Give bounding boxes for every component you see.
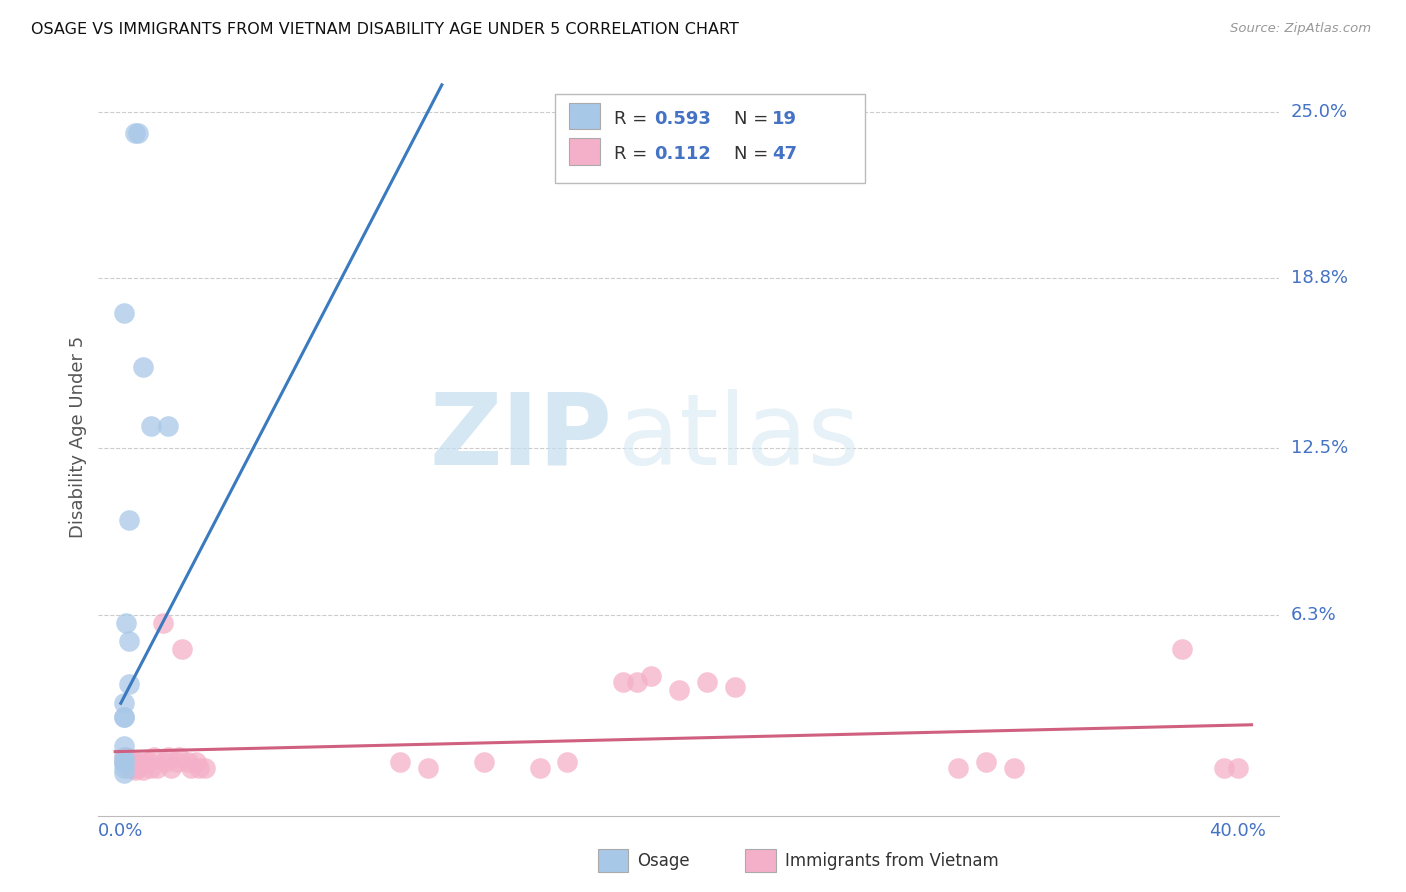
Point [141, 419, 163, 434]
Text: R =: R = [614, 145, 659, 163]
Point [118, 761, 141, 775]
Point [612, 674, 634, 689]
Point [141, 761, 163, 775]
Point [112, 750, 135, 764]
Point [129, 756, 152, 770]
Point [1170, 642, 1192, 657]
Point [668, 682, 690, 697]
Point [172, 642, 194, 657]
Point [124, 126, 146, 140]
Text: R =: R = [614, 110, 654, 128]
Point [557, 756, 579, 770]
Point [157, 419, 180, 434]
Point [472, 756, 495, 770]
Text: N =: N = [734, 145, 773, 163]
Point [112, 696, 135, 710]
Text: 47: 47 [772, 145, 797, 163]
Point [143, 750, 166, 764]
Point [1212, 761, 1234, 775]
Text: ZIP: ZIP [429, 389, 612, 485]
Y-axis label: Disability Age Under 5: Disability Age Under 5 [69, 336, 87, 538]
Point [112, 709, 135, 723]
Point [121, 756, 143, 770]
Point [112, 756, 135, 770]
Point [166, 756, 188, 770]
Point [169, 750, 191, 764]
Point [127, 126, 149, 140]
Point [112, 761, 135, 775]
Point [724, 680, 747, 694]
Point [112, 750, 135, 764]
Point [529, 761, 551, 775]
Point [1002, 761, 1025, 775]
Point [155, 756, 177, 770]
Point [696, 674, 718, 689]
Point [948, 761, 970, 775]
Text: 40.0%: 40.0% [1209, 822, 1265, 839]
Point [1226, 761, 1249, 775]
Point [121, 761, 143, 775]
Point [152, 615, 174, 630]
Text: 19: 19 [772, 110, 797, 128]
Text: 0.0%: 0.0% [98, 822, 143, 839]
Point [135, 756, 157, 770]
Point [186, 756, 208, 770]
Point [127, 761, 149, 775]
Point [138, 756, 160, 770]
Point [115, 615, 138, 630]
Point [112, 756, 135, 770]
Point [112, 739, 135, 754]
Point [146, 761, 169, 775]
Point [118, 634, 141, 648]
Point [974, 756, 997, 770]
Point [124, 756, 146, 770]
Point [132, 360, 155, 375]
Text: atlas: atlas [619, 389, 859, 485]
Point [177, 756, 200, 770]
Point [112, 709, 135, 723]
Point [118, 677, 141, 691]
Text: 0.593: 0.593 [654, 110, 710, 128]
Point [118, 513, 141, 527]
Text: 18.8%: 18.8% [1291, 269, 1347, 287]
Text: Osage: Osage [637, 852, 689, 870]
Point [124, 764, 146, 778]
Point [112, 766, 135, 780]
Text: 0.112: 0.112 [654, 145, 710, 163]
Point [157, 750, 180, 764]
Text: Source: ZipAtlas.com: Source: ZipAtlas.com [1230, 22, 1371, 36]
Point [115, 750, 138, 764]
Text: N =: N = [734, 110, 773, 128]
Point [388, 756, 411, 770]
Point [132, 764, 155, 778]
Text: 12.5%: 12.5% [1291, 439, 1348, 457]
Point [115, 756, 138, 770]
Point [416, 761, 439, 775]
Point [187, 761, 209, 775]
Text: OSAGE VS IMMIGRANTS FROM VIETNAM DISABILITY AGE UNDER 5 CORRELATION CHART: OSAGE VS IMMIGRANTS FROM VIETNAM DISABIL… [31, 22, 738, 37]
Point [640, 669, 662, 683]
Point [626, 674, 648, 689]
Text: Immigrants from Vietnam: Immigrants from Vietnam [785, 852, 998, 870]
Text: 25.0%: 25.0% [1291, 103, 1348, 120]
Point [112, 756, 135, 770]
Point [112, 306, 135, 320]
Point [160, 761, 183, 775]
Point [193, 761, 215, 775]
Point [118, 756, 141, 770]
Text: 6.3%: 6.3% [1291, 606, 1336, 624]
Point [180, 761, 202, 775]
